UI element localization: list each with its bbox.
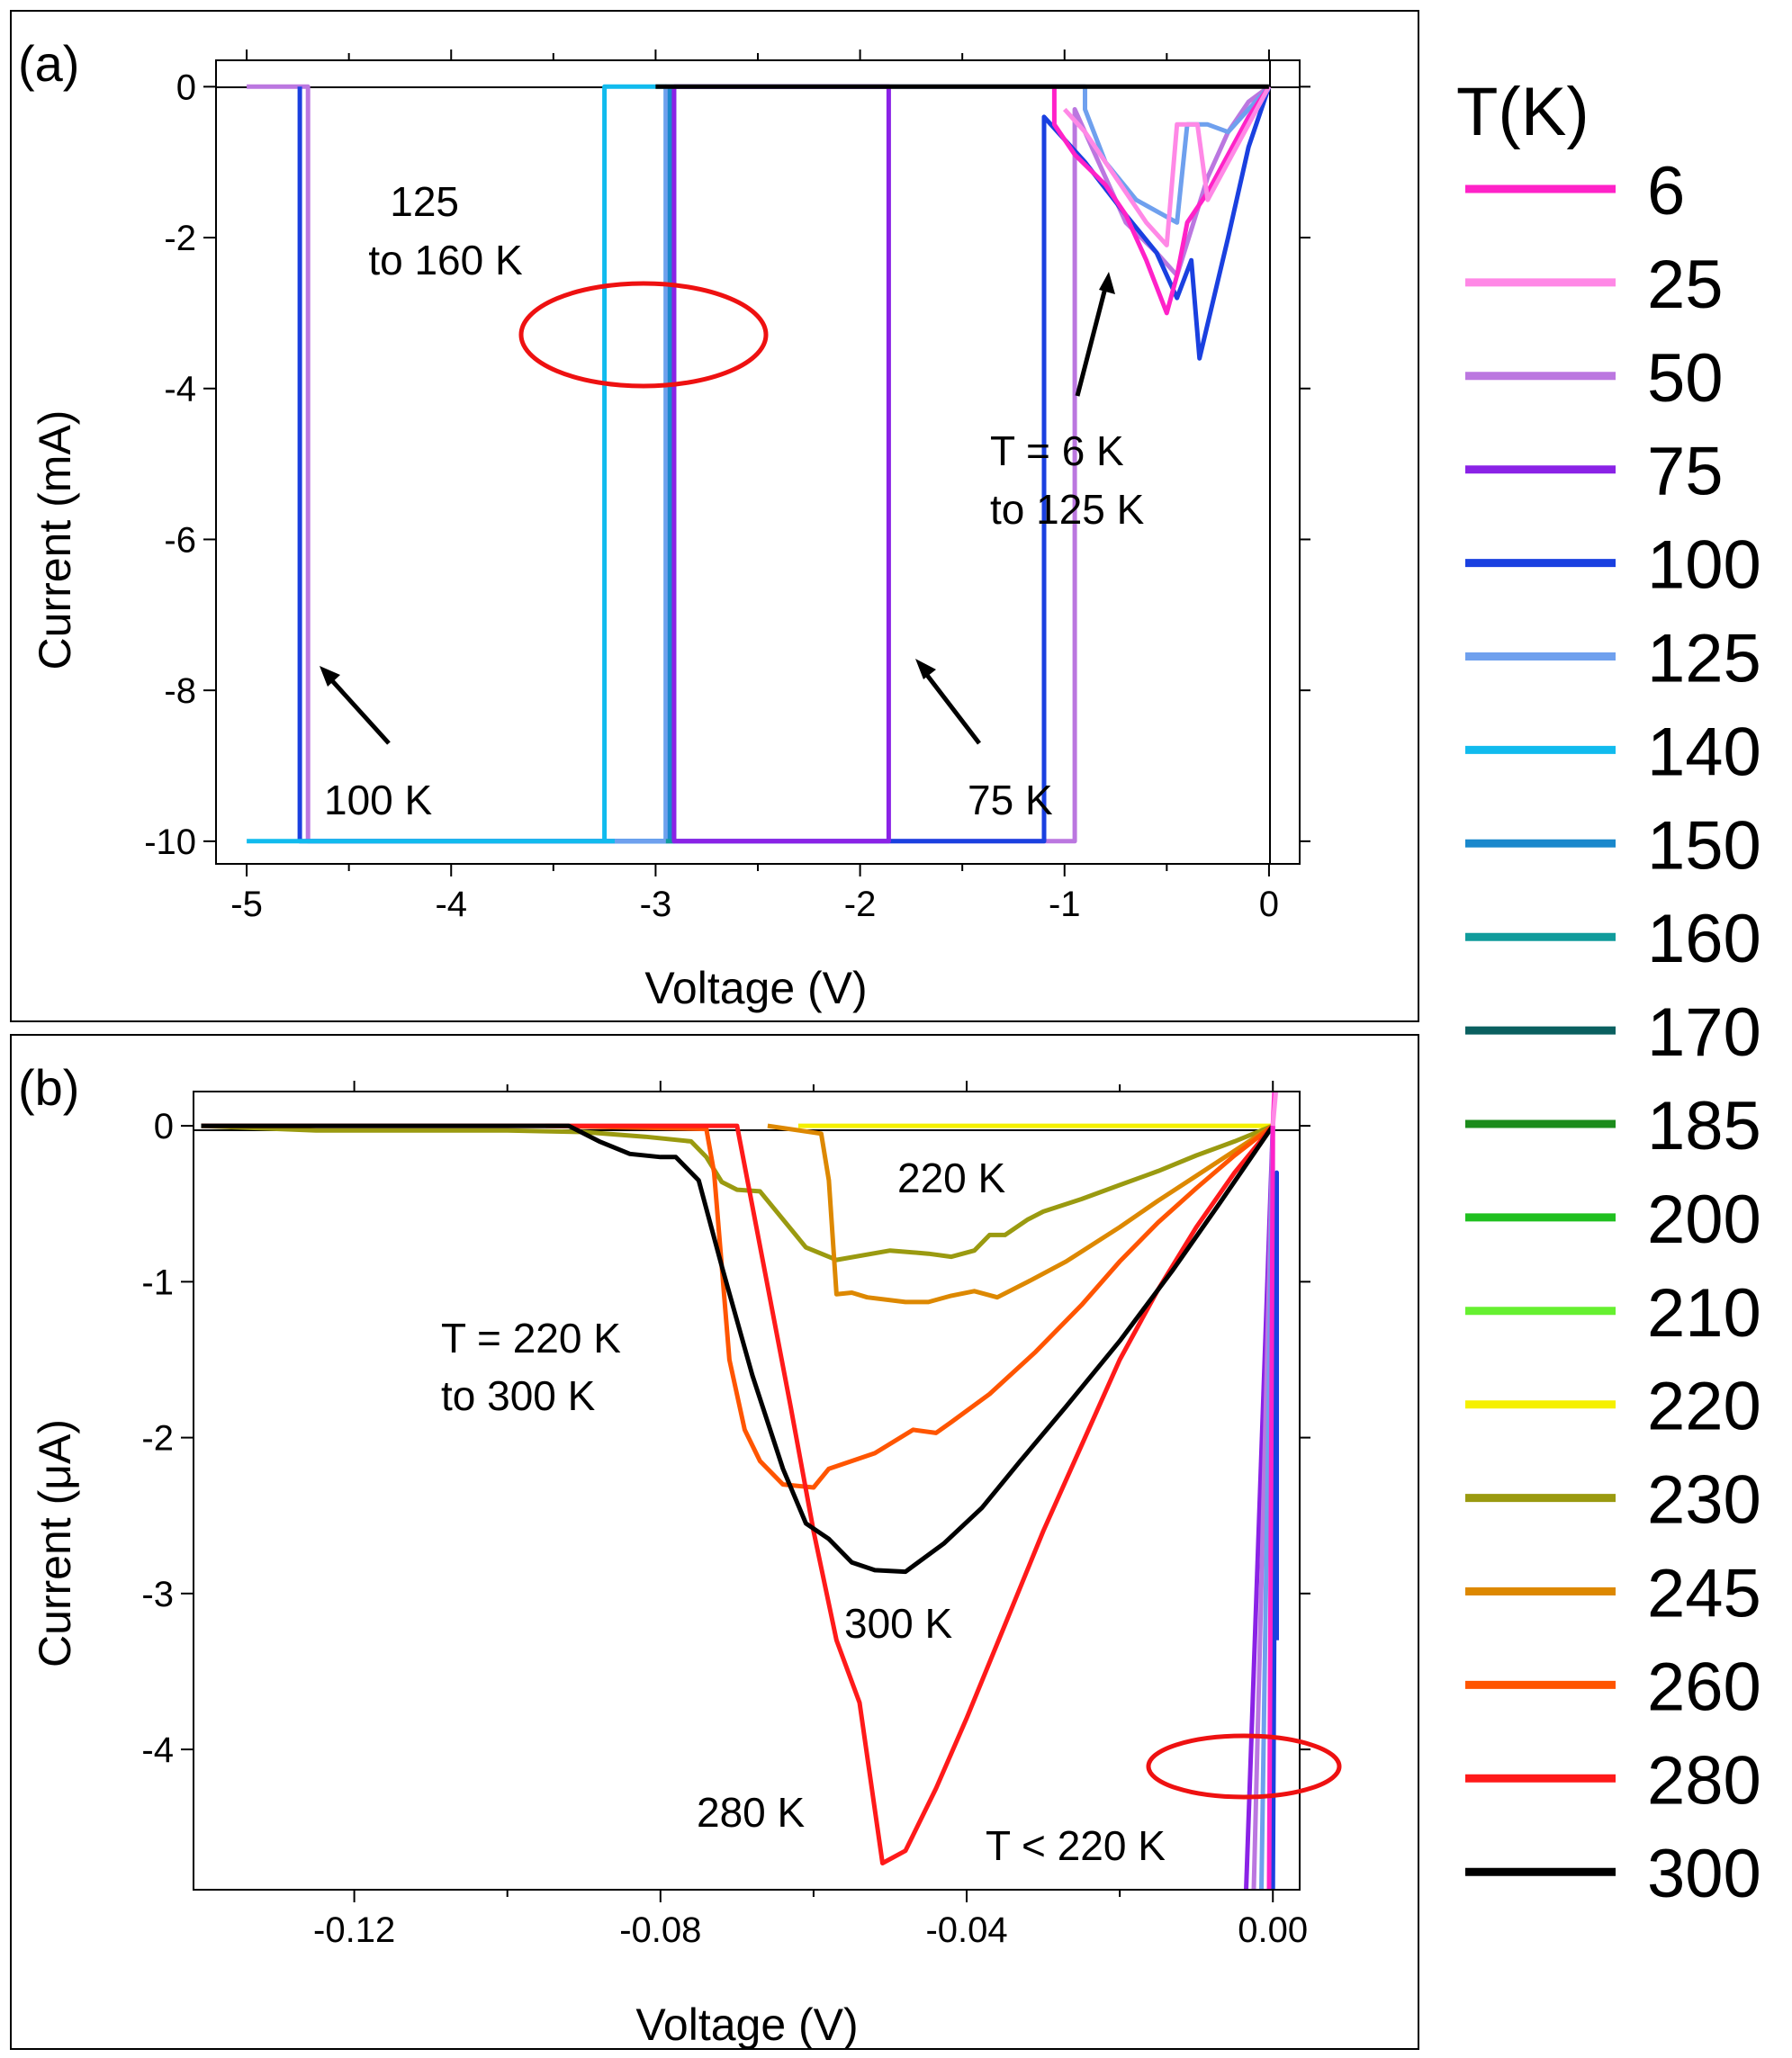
panel-b-ylabel: Current (μA) bbox=[30, 1419, 80, 1667]
panel-b-series bbox=[201, 1091, 1279, 1891]
series-line-100K bbox=[297, 85, 1272, 844]
series-line-230K bbox=[201, 1123, 1274, 1263]
y-tick-label: 0 bbox=[154, 1107, 174, 1146]
y-tick-label: -1 bbox=[141, 1263, 174, 1302]
legend-items: 6 25 50 75 100 125 140 150 160 170 185 200 210 220 230… bbox=[1465, 153, 1761, 1912]
panel-b-annot-below-220k: T < 220 K bbox=[986, 1822, 1166, 1869]
legend-label-25: 25 bbox=[1647, 247, 1724, 323]
panel-a-annot-100k: 100 K bbox=[324, 777, 433, 823]
panel-b-highlight-ellipse bbox=[1146, 1733, 1342, 1800]
legend-label-75: 75 bbox=[1647, 434, 1724, 510]
legend: T(K) 6 25 50 75 100 125 140 150 160 170 185 200 210 2… bbox=[1456, 74, 1761, 1912]
panel-b-annot-220k: 220 K bbox=[897, 1155, 1006, 1201]
y-tick-label: -4 bbox=[164, 370, 196, 409]
panel-b-plot-frame bbox=[193, 1091, 1301, 1891]
legend-label-185: 185 bbox=[1647, 1088, 1761, 1164]
panel-a-ticks: -5 -4 -3 -2 -1 00-2-4-6-8-10 bbox=[144, 49, 1310, 924]
x-tick-label: 0 bbox=[1259, 885, 1279, 924]
y-tick-label: -3 bbox=[141, 1575, 174, 1614]
y-tick-label: -8 bbox=[164, 671, 196, 711]
panel-a-label: (a) bbox=[18, 35, 79, 92]
y-tick-label: -2 bbox=[164, 219, 196, 258]
x-tick-label: -2 bbox=[844, 885, 877, 924]
panel-a-annot-125-160: 125 to 160 K bbox=[368, 178, 523, 283]
series-line-260K bbox=[545, 1123, 1274, 1490]
legend-label-260: 260 bbox=[1647, 1649, 1761, 1725]
legend-label-125: 125 bbox=[1647, 621, 1761, 697]
panel-b-ticks: -0.12 -0.08 -0.04 0.00 0 -1 -2 -3 -4 bbox=[141, 1081, 1310, 1950]
legend-label-6: 6 bbox=[1647, 153, 1685, 229]
legend-title: T(K) bbox=[1456, 74, 1589, 150]
y-tick-label: -6 bbox=[164, 520, 196, 560]
panel-a-arrow-75k bbox=[915, 659, 981, 745]
panel-b-annot-300k: 300 K bbox=[844, 1600, 953, 1647]
series-line-300K bbox=[201, 1123, 1275, 1575]
x-tick-label: 0.00 bbox=[1238, 1910, 1308, 1950]
panel-b-border bbox=[10, 1034, 1419, 2050]
series-line-100K bbox=[1270, 1170, 1279, 1891]
x-tick-label: -3 bbox=[640, 885, 672, 924]
legend-label-300: 300 bbox=[1647, 1836, 1761, 1912]
panel-b: (b) Current (μA) Voltage (V) -0.12 -0.08-… bbox=[10, 1034, 1419, 2050]
panel-b-xlabel: Voltage (V) bbox=[635, 2000, 858, 2050]
legend-label-160: 160 bbox=[1647, 901, 1761, 977]
series-line-245K bbox=[767, 1123, 1274, 1305]
legend-label-220: 220 bbox=[1647, 1369, 1761, 1445]
series-line-75K bbox=[671, 84, 891, 844]
panel-a-highlight-ellipse bbox=[518, 281, 769, 389]
series-line-25K bbox=[1062, 85, 1272, 247]
panel-b-annot-280k: 280 K bbox=[697, 1789, 806, 1836]
legend-label-210: 210 bbox=[1647, 1275, 1761, 1352]
panel-b-label: (b) bbox=[18, 1059, 79, 1116]
panel-a-border bbox=[10, 10, 1419, 1022]
legend-label-100: 100 bbox=[1647, 527, 1761, 604]
panel-a-annot-6-125: T = 6 K to 125 K bbox=[990, 427, 1145, 533]
panel-a-arrow-6-125k bbox=[1075, 272, 1115, 397]
series-line-280K bbox=[201, 1123, 1275, 1865]
legend-label-230: 230 bbox=[1647, 1462, 1761, 1539]
y-tick-label: -10 bbox=[144, 822, 196, 862]
panel-b-annot-220-300: T = 220 K to 300 K bbox=[441, 1315, 633, 1419]
panel-a-plot-frame bbox=[215, 59, 1301, 865]
legend-label-50: 50 bbox=[1647, 340, 1724, 417]
panel-a: (a) Current (mA) Voltage (V) -5 -4 -3 -2 -1 0… bbox=[10, 10, 1419, 1022]
panel-a-series bbox=[247, 84, 1272, 844]
panel-a-annot-75k: 75 K bbox=[968, 777, 1053, 823]
series-line-25K bbox=[1270, 1091, 1279, 1127]
x-tick-label: -4 bbox=[435, 885, 467, 924]
legend-label-200: 200 bbox=[1647, 1182, 1761, 1258]
x-tick-label: -5 bbox=[230, 885, 263, 924]
x-tick-label: -0.12 bbox=[313, 1910, 395, 1950]
x-tick-label: -0.04 bbox=[925, 1910, 1007, 1950]
series-line-6K bbox=[1051, 85, 1271, 316]
legend-label-140: 140 bbox=[1647, 714, 1761, 790]
x-tick-label: -0.08 bbox=[619, 1910, 701, 1950]
panel-a-arrow-100k bbox=[320, 666, 391, 745]
y-tick-label: -2 bbox=[141, 1419, 174, 1459]
legend-label-280: 280 bbox=[1647, 1742, 1761, 1819]
legend-label-245: 245 bbox=[1647, 1556, 1761, 1632]
y-tick-label: -4 bbox=[141, 1730, 174, 1770]
legend-label-170: 170 bbox=[1647, 994, 1761, 1071]
panel-a-xlabel: Voltage (V) bbox=[644, 963, 867, 1013]
panel-a-ylabel: Current (mA) bbox=[30, 410, 80, 670]
x-tick-label: -1 bbox=[1049, 885, 1081, 924]
y-tick-label: 0 bbox=[176, 67, 196, 107]
legend-label-150: 150 bbox=[1647, 807, 1761, 884]
